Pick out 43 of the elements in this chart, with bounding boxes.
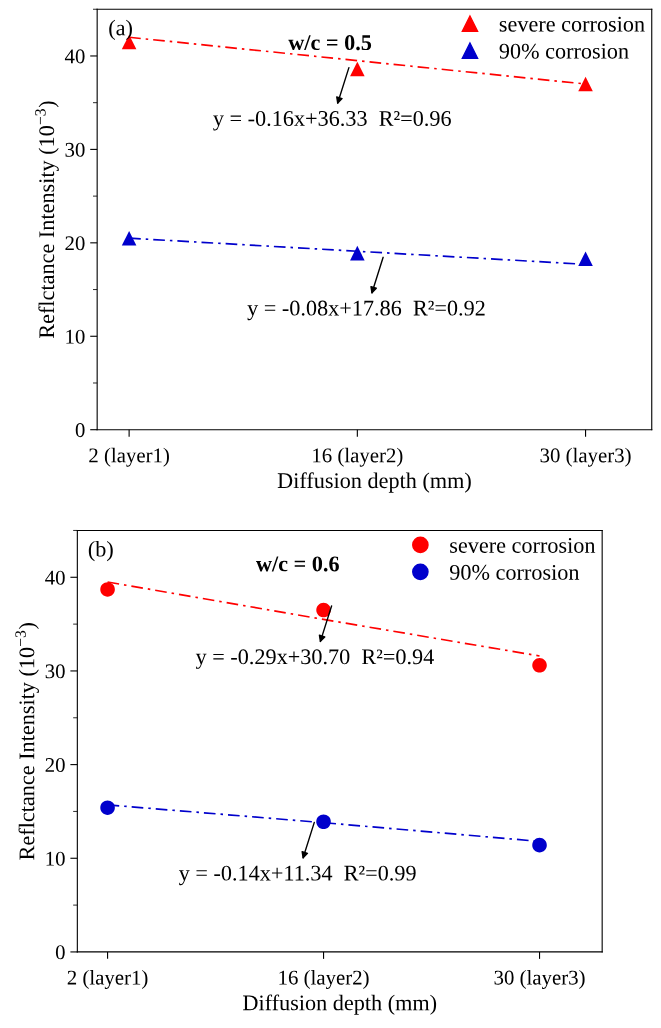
y-tick-label: 20 [45, 757, 65, 773]
annotation: (a) [109, 19, 132, 40]
legend-label: severe corrosion [499, 16, 645, 32]
y-tick-label: 0 [75, 423, 85, 438]
y-tick-label: 10 [46, 851, 65, 866]
y-tick-label: 0 [55, 945, 65, 960]
y-tick-label: 40 [45, 570, 65, 585]
annotation: w/c = 0.6 [256, 556, 339, 572]
x-axis-title: Diffusion depth (mm) [243, 994, 437, 1015]
annotation: y = -0.29x+30.70 R²=0.94 [195, 649, 434, 669]
x-tick-label: 16 (layer2) [313, 447, 403, 467]
annotation: (b) [88, 540, 113, 562]
x-tick-label: 30 (layer3) [494, 969, 585, 989]
point [121, 230, 137, 246]
y-tick-label: 40 [64, 49, 85, 64]
point [578, 251, 593, 266]
x-tick-label: 30 (layer3) [540, 447, 631, 467]
x-axis-title: Diffusion depth (mm) [277, 472, 471, 493]
y-tick-label: 30 [45, 664, 65, 679]
y-tick-label: 10 [66, 329, 85, 344]
x-tick-label: 2 (layer1) [89, 447, 169, 467]
point [532, 837, 547, 853]
y-axis-title: Reflctance Intensity (10$^{−3}$) [35, 101, 59, 339]
annotation: w/c = 0.5 [288, 35, 372, 51]
point [316, 814, 331, 830]
y-axis-title: Reflctance Intensity (10$^{−3}$) [15, 623, 39, 860]
y-tick-label: 30 [65, 142, 85, 157]
legend-label: 90% corrosion [449, 564, 580, 580]
legend-label: severe corrosion [450, 537, 596, 553]
annotation: y = -0.16x+36.33 R²=0.96 [213, 110, 451, 131]
annotation: y = -0.08x+17.86 R²=0.92 [247, 300, 485, 321]
point [350, 61, 365, 77]
point [578, 76, 593, 92]
point [316, 602, 331, 618]
point [100, 800, 115, 815]
point [100, 582, 115, 597]
x-tick-label: 2 (layer1) [67, 969, 148, 989]
legend-label: 90% corrosion [499, 43, 629, 59]
annotation: y = -0.14x+11.34 R²=0.99 [178, 865, 416, 886]
y-tick-label: 20 [65, 236, 85, 251]
x-tick-label: 16 (layer2) [279, 969, 369, 989]
point [350, 245, 365, 261]
point [532, 658, 547, 673]
